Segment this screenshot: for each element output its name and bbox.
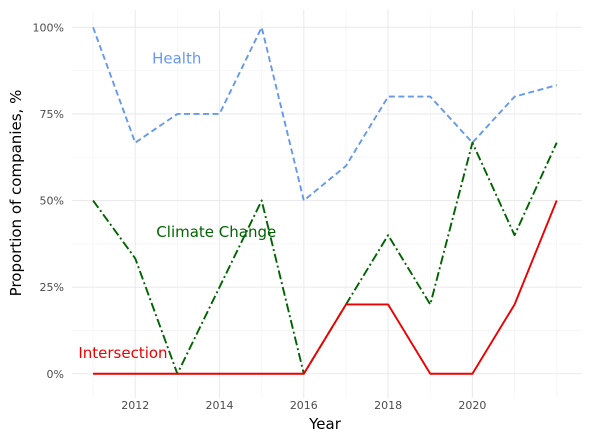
x-tick-label: 2018 [374, 399, 402, 412]
x-tick-label: 2012 [121, 399, 149, 412]
series-line-health [92, 26, 557, 202]
x-axis-title: Year [308, 415, 342, 433]
y-tick-label: 50% [40, 195, 64, 208]
series-label-intersection: Intersection [78, 344, 167, 362]
series-label-climate-change: Climate Change [156, 223, 276, 241]
series-line-climate-change [92, 141, 558, 375]
series-line-intersection [93, 200, 558, 375]
y-tick-label: 0% [47, 368, 64, 381]
series-lines [92, 26, 558, 375]
grid [72, 10, 582, 398]
x-tick-label: 2020 [458, 399, 486, 412]
y-tick-label: 75% [40, 108, 64, 121]
x-tick-label: 2014 [206, 399, 234, 412]
y-axis-title: Proportion of companies, % [7, 90, 25, 297]
axes: 2012 2014 2016 2018 2020 0% 25% 50% 75% 100% [33, 21, 487, 412]
series-label-health: Health [152, 50, 201, 68]
series-labels: Health Climate Change Intersection [78, 50, 276, 362]
y-tick-label: 25% [40, 281, 64, 294]
y-tick-label: 100% [33, 21, 64, 34]
x-tick-label: 2016 [290, 399, 318, 412]
